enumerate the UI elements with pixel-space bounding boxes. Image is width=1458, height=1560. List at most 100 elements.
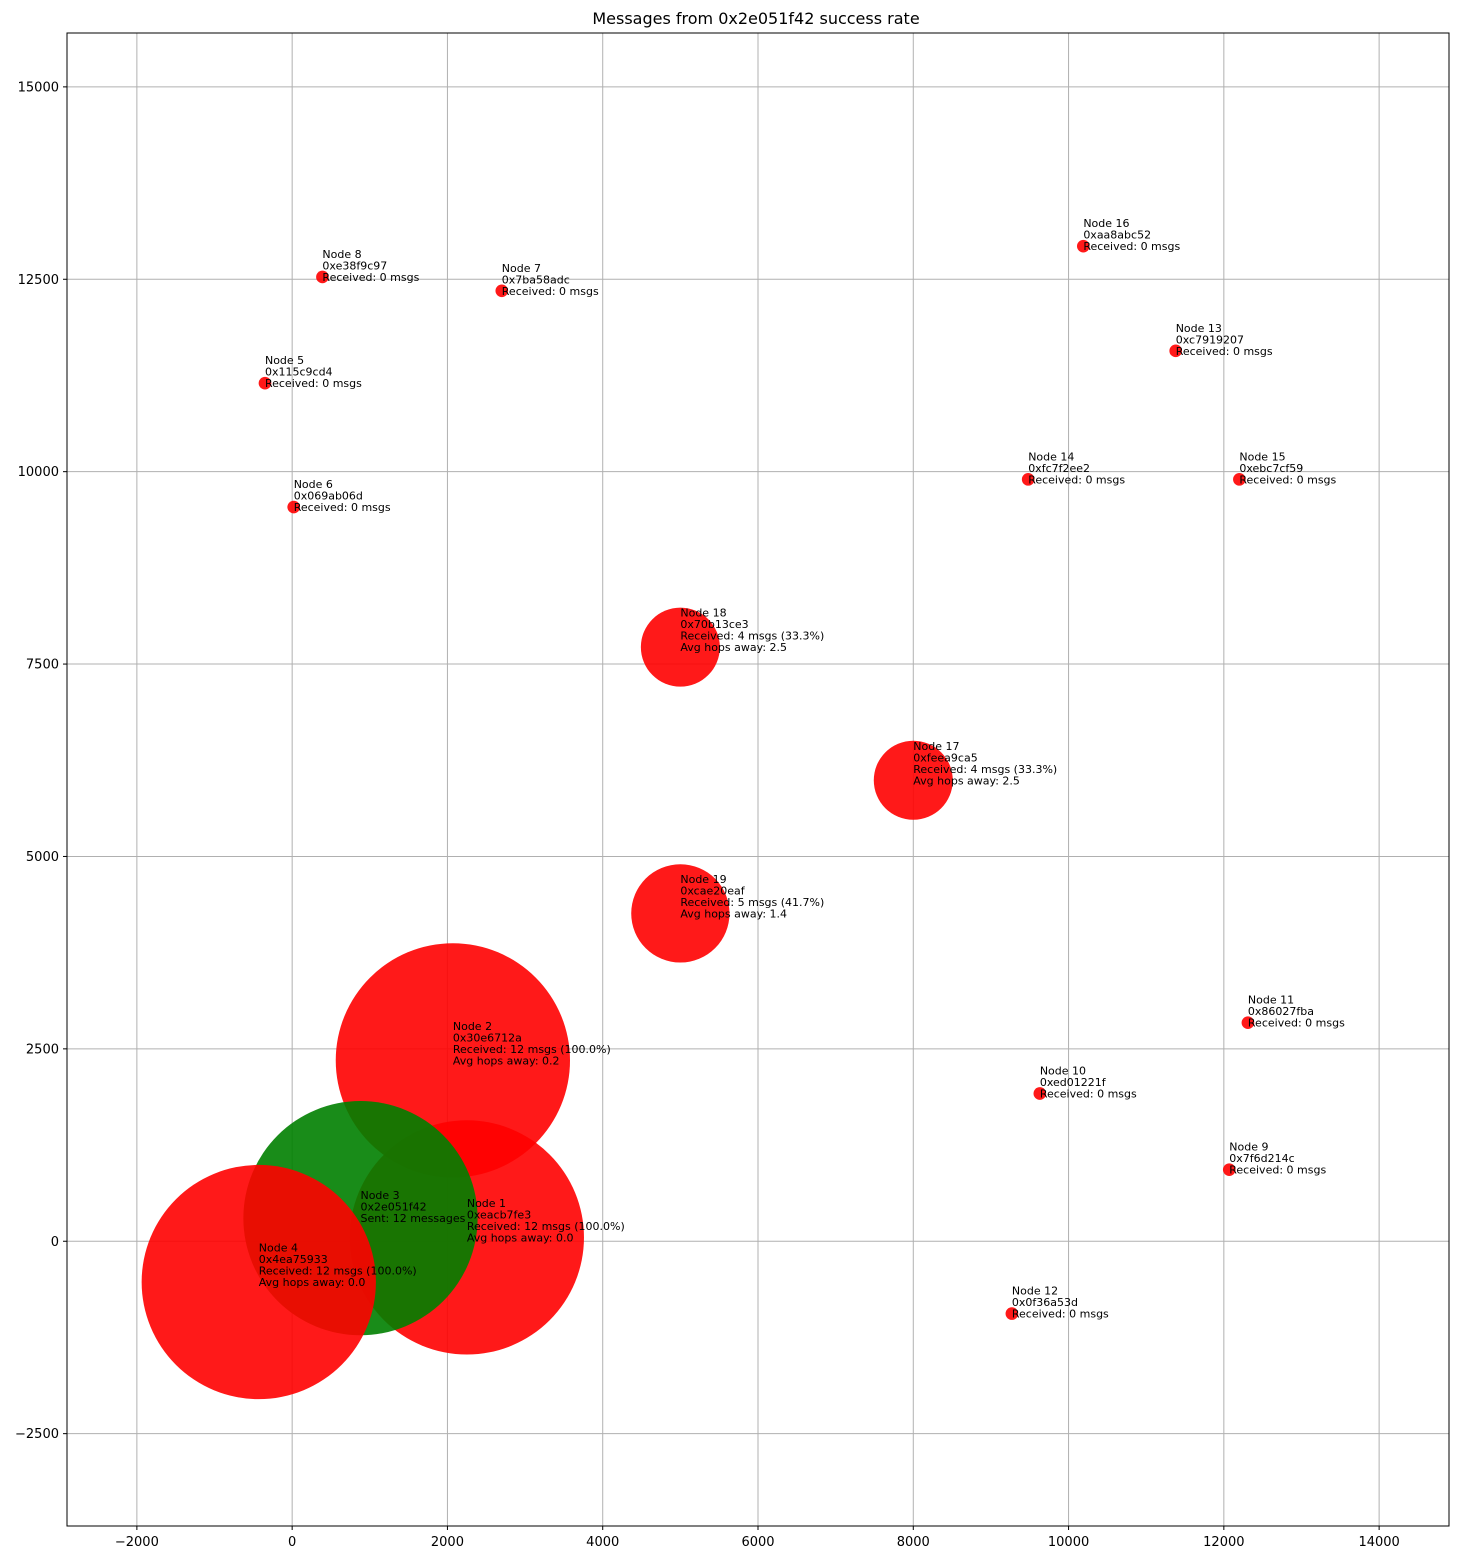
node-annotation-line: Node 3 bbox=[360, 1189, 399, 1202]
node-annotation-line: Node 1 bbox=[467, 1197, 506, 1210]
node-annotation-line: Node 6 bbox=[294, 478, 333, 491]
node-annotation-line: Node 4 bbox=[259, 1242, 298, 1255]
node-annotation-line: Node 15 bbox=[1239, 450, 1285, 463]
node-annotation-line: 0x30e6712a bbox=[453, 1031, 522, 1044]
x-tick-label: 10000 bbox=[1048, 1535, 1089, 1550]
x-tick-label: −2000 bbox=[115, 1535, 159, 1550]
node-annotation-line: Node 17 bbox=[913, 740, 959, 753]
node-annotation-line: 0xfeea9ca5 bbox=[913, 751, 977, 764]
node-annotation-line: 0xebc7cf59 bbox=[1239, 462, 1303, 475]
receiver-node-point bbox=[1233, 473, 1246, 486]
x-tick-label: 2000 bbox=[431, 1535, 464, 1550]
node-annotation-line: 0xed01221f bbox=[1040, 1076, 1107, 1089]
y-tick-label: 2500 bbox=[26, 1042, 59, 1057]
receiver-node-point bbox=[141, 1164, 376, 1400]
node-annotation-line: Avg hops away: 1.4 bbox=[680, 907, 787, 920]
node-annotation-line: Received: 0 msgs bbox=[502, 285, 599, 298]
node-annotation-line: Received: 0 msgs bbox=[1248, 1017, 1345, 1030]
node-annotation-line: 0xeacb7fe3 bbox=[467, 1208, 531, 1221]
node-annotation-line: Node 14 bbox=[1028, 450, 1074, 463]
receiver-node-point bbox=[640, 607, 720, 687]
node-annotation-line: Received: 12 msgs (100.0%) bbox=[453, 1043, 611, 1056]
receiver-node-point bbox=[495, 284, 509, 298]
node-annotation-line: 0x7f6d214c bbox=[1229, 1152, 1294, 1165]
node-annotation-line: Node 10 bbox=[1040, 1064, 1086, 1077]
node-annotation-line: 0x70b13ce3 bbox=[680, 618, 748, 631]
receiver-node-point bbox=[1076, 239, 1090, 253]
node-annotation-line: Received: 0 msgs bbox=[1083, 240, 1180, 253]
node-annotation-line: Avg hops away: 2.5 bbox=[913, 774, 1020, 787]
data-points bbox=[141, 239, 1255, 1400]
node-annotation-line: Node 8 bbox=[322, 248, 361, 261]
node-annotation-line: 0xaa8abc52 bbox=[1083, 229, 1151, 242]
node-annotation-line: 0xcae20eaf bbox=[680, 884, 745, 897]
receiver-node-point bbox=[1021, 473, 1035, 486]
node-annotation-line: Received: 4 msgs (33.3%) bbox=[680, 630, 824, 643]
node-annotation-line: 0x4ea75933 bbox=[259, 1253, 328, 1266]
receiver-node-point bbox=[287, 500, 301, 514]
node-annotation-line: 0x069ab06d bbox=[294, 490, 363, 503]
y-tick-label: −2500 bbox=[15, 1427, 59, 1442]
node-annotation-line: Received: 0 msgs bbox=[1028, 473, 1125, 486]
node-annotation-line: Node 9 bbox=[1229, 1141, 1268, 1154]
node-annotation-line: 0xe38f9c97 bbox=[322, 259, 387, 272]
node-annotation-line: 0xc7919207 bbox=[1176, 333, 1244, 346]
y-tick-label: 7500 bbox=[26, 658, 59, 673]
y-tick-label: 5000 bbox=[26, 850, 59, 865]
node-annotation-line: Sent: 12 messages bbox=[360, 1212, 465, 1225]
node-annotation-line: 0x7ba58adc bbox=[502, 273, 570, 286]
axis-ticks: −2000 0 2000 4000 6000 8000 10000 12000 14000 −25… bbox=[15, 80, 1400, 1550]
node-annotation-line: Received: 4 msgs (33.3%) bbox=[913, 763, 1057, 776]
node-annotation-line: Received: 0 msgs bbox=[265, 377, 362, 390]
node-annotation-line: Node 5 bbox=[265, 354, 304, 367]
node-annotation-line: Node 19 bbox=[680, 873, 726, 886]
y-tick-label: 12500 bbox=[18, 273, 59, 288]
x-tick-label: 8000 bbox=[897, 1535, 930, 1550]
node-annotation-line: Received: 0 msgs bbox=[1012, 1308, 1109, 1321]
node-annotation-line: 0xfc7f2ee2 bbox=[1028, 462, 1090, 475]
y-tick-label: 15000 bbox=[18, 80, 59, 95]
receiver-node-point bbox=[316, 270, 329, 284]
x-tick-label: 0 bbox=[288, 1535, 296, 1550]
node-annotation-line: Node 13 bbox=[1176, 322, 1222, 335]
chart-title: Messages from 0x2e051f42 success rate bbox=[592, 9, 919, 28]
x-tick-label: 14000 bbox=[1358, 1535, 1399, 1550]
node-annotation-line: 0x115c9cd4 bbox=[265, 366, 333, 379]
node-annotation-line: Avg hops away: 2.5 bbox=[680, 641, 787, 654]
node-annotation-line: Node 7 bbox=[502, 262, 541, 275]
node-annotation-line: 0x86027fba bbox=[1248, 1005, 1314, 1018]
node-annotation-line: Received: 0 msgs bbox=[1176, 345, 1273, 358]
node-annotation-line: Node 16 bbox=[1083, 217, 1129, 230]
receiver-node-point bbox=[1005, 1307, 1019, 1320]
receiver-node-point bbox=[873, 740, 953, 820]
node-annotation-line: Received: 5 msgs (41.7%) bbox=[680, 896, 824, 909]
node-annotation-line: Avg hops away: 0.0 bbox=[259, 1276, 366, 1289]
node-annotation-line: Node 2 bbox=[453, 1020, 492, 1033]
receiver-node-point bbox=[1169, 344, 1183, 358]
node-annotation-line: Avg hops away: 0.0 bbox=[467, 1231, 574, 1244]
x-tick-label: 6000 bbox=[741, 1535, 774, 1550]
receiver-node-point bbox=[1241, 1016, 1255, 1030]
node-annotation-line: 0x2e051f42 bbox=[360, 1201, 426, 1214]
y-tick-label: 10000 bbox=[18, 465, 59, 480]
receiver-node-point bbox=[631, 864, 730, 963]
node-annotation-line: Avg hops away: 0.2 bbox=[453, 1054, 560, 1067]
receiver-node-point bbox=[1222, 1163, 1236, 1177]
receiver-node-point bbox=[1033, 1087, 1047, 1100]
node-annotation-line: 0x0f36a53d bbox=[1012, 1296, 1078, 1309]
y-tick-label: 0 bbox=[51, 1235, 59, 1250]
node-annotation-line: Received: 12 msgs (100.0%) bbox=[467, 1220, 625, 1233]
node-annotation-line: Received: 0 msgs bbox=[1239, 473, 1336, 486]
node-annotation-line: Received: 0 msgs bbox=[322, 271, 419, 284]
node-annotation-line: Received: 12 msgs (100.0%) bbox=[259, 1265, 417, 1278]
node-annotation-line: Node 11 bbox=[1248, 994, 1294, 1007]
node-annotation-line: Received: 0 msgs bbox=[294, 501, 391, 514]
x-tick-label: 4000 bbox=[586, 1535, 619, 1550]
receiver-node-point bbox=[258, 376, 272, 390]
node-annotation-line: Node 18 bbox=[680, 607, 726, 620]
x-tick-label: 12000 bbox=[1203, 1535, 1244, 1550]
node-annotation-line: Received: 0 msgs bbox=[1229, 1164, 1326, 1177]
node-annotation-line: Node 12 bbox=[1012, 1285, 1058, 1298]
